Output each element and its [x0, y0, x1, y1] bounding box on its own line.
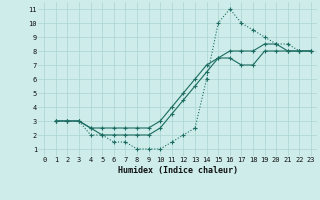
X-axis label: Humidex (Indice chaleur): Humidex (Indice chaleur) — [118, 166, 238, 175]
